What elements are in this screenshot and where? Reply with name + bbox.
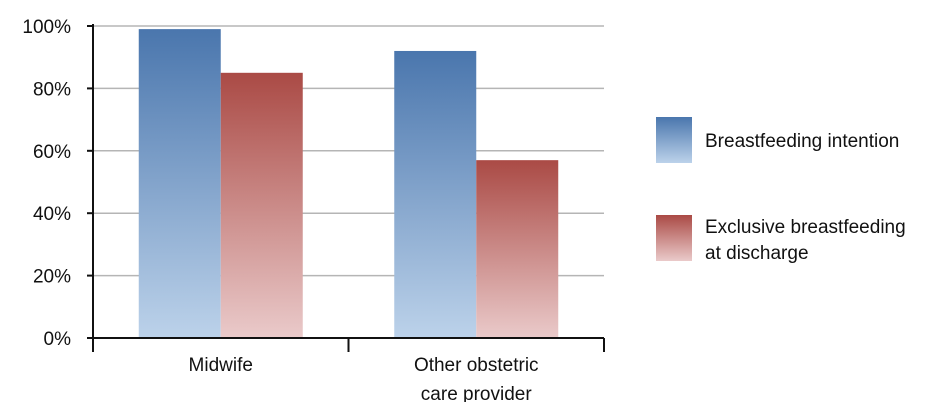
x-category-label: Other obstetric care provider: [414, 355, 539, 402]
bars: [138, 29, 559, 339]
bar-series-1-cat-0: [220, 72, 303, 339]
bar-series-0-cat-1: [394, 50, 477, 339]
y-tick-label: 40%: [33, 204, 71, 225]
y-tick-label: 80%: [33, 79, 71, 100]
bar-series-1-cat-1: [476, 160, 559, 338]
y-tick-label: 0%: [44, 329, 72, 350]
y-tick-label: 100%: [22, 17, 71, 38]
bar-series-0-cat-0: [138, 29, 221, 339]
legend: Breastfeeding intention Exclusive breastf…: [656, 117, 906, 264]
legend-swatch-0: [656, 117, 692, 163]
legend-label-1: Exclusive breastfeeding at discharge: [705, 217, 906, 264]
y-tick-label: 20%: [33, 267, 71, 288]
y-tick-label: 60%: [33, 142, 71, 163]
legend-label-0: Breastfeeding intention: [705, 131, 899, 152]
legend-swatch-1: [656, 215, 692, 261]
x-category-label: Midwife: [189, 355, 253, 376]
axes: 0% 20% 40% 60% 80% 100% Midwife Other obstetric…: [22, 17, 605, 405]
